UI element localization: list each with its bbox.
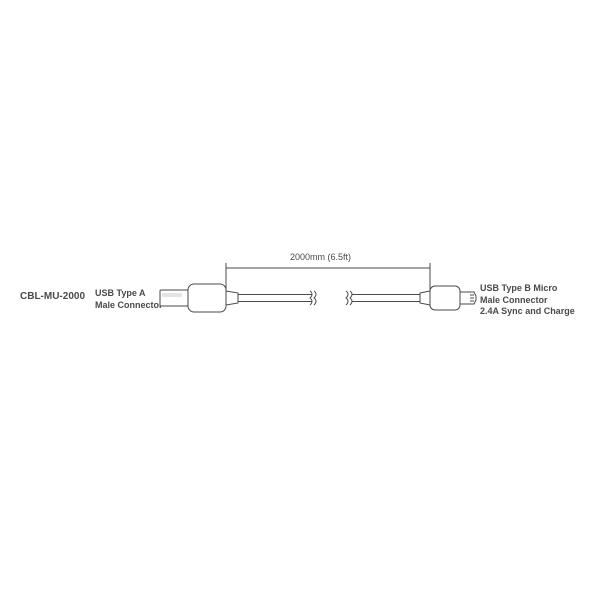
cable-diagram: CBL-MU-2000 USB Type A Male Connector US… (0, 250, 600, 370)
cable-svg (0, 250, 600, 370)
